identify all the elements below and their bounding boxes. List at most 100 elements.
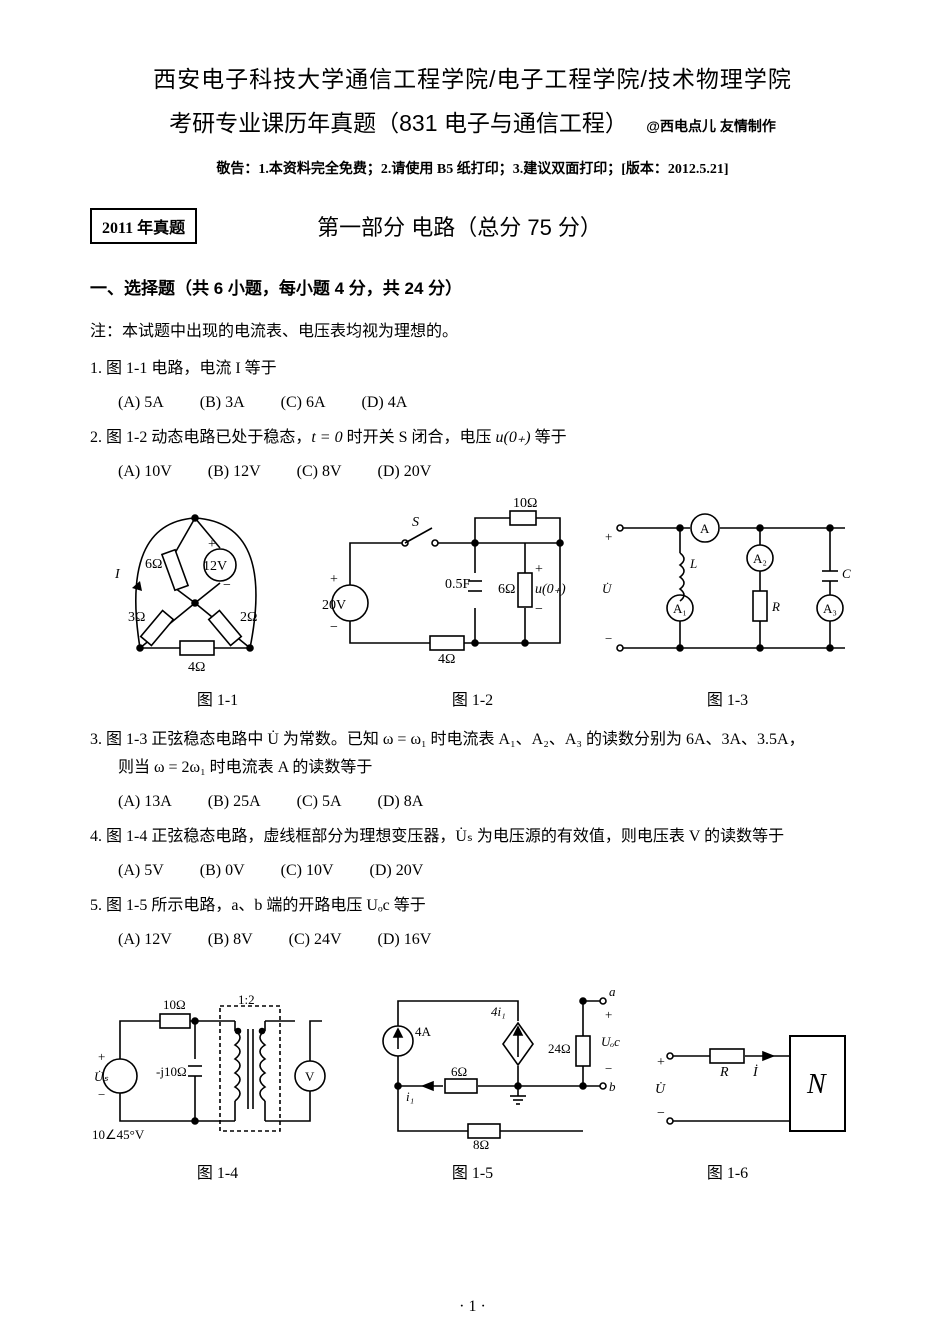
q3-opt-d: (D) 8A <box>378 793 424 811</box>
q2-text-b: 时开关 S 闭合，电压 <box>343 429 496 446</box>
header-line2: 考研专业课历年真题（831 电子与通信工程） @西电点儿 友情制作 <box>90 104 855 138</box>
q4-opt-a: (A) 5V <box>118 862 164 880</box>
fig13-A3: A₃ <box>823 601 837 616</box>
svg-text:−: − <box>98 1087 105 1102</box>
svg-text:+: + <box>98 1049 105 1064</box>
fig13-L: L <box>689 556 697 571</box>
q1-text: 1. 图 1-1 电路，电流 I 等于 <box>90 360 277 377</box>
q2-text-a: 2. 图 1-2 动态电路已处于稳态， <box>90 429 311 446</box>
svg-text:+: + <box>605 529 612 544</box>
svg-text:−: − <box>223 578 231 593</box>
fig11-r4: 4Ω <box>188 660 205 675</box>
fig13-A2: A₂ <box>753 551 767 566</box>
fig11-v12: 12V <box>203 559 227 574</box>
svg-text:−: − <box>330 620 338 635</box>
fig16-R: R <box>719 1065 729 1080</box>
svg-text:−: − <box>605 631 612 646</box>
q1-opt-d: (D) 4A <box>362 394 408 412</box>
header-line1: 西安电子科技大学通信工程学院/电子工程学院/技术物理学院 <box>90 60 855 94</box>
fig16-N: N <box>806 1069 827 1100</box>
q2-options: (A) 10V (B) 12V (C) 8V (D) 20V <box>118 463 855 481</box>
svg-text:−: − <box>605 1061 612 1076</box>
figure-1-4: 10Ω -j10Ω 1:2 + U̇ₛ − 10∠45°V V <box>90 981 340 1151</box>
fig14-src: 10∠45°V <box>92 1127 145 1142</box>
page-number: · 1 · <box>0 1298 945 1316</box>
q2-opt-a: (A) 10V <box>118 463 172 481</box>
svg-text:+: + <box>535 562 543 577</box>
q1-opt-c: (C) 6A <box>281 394 326 412</box>
svg-text:+: + <box>605 1007 612 1022</box>
fig13-R: R <box>771 599 780 614</box>
svg-text:−: − <box>535 602 543 617</box>
fig15-ccvs: 4i₁ <box>491 1004 506 1019</box>
q1-opt-a: (A) 5A <box>118 394 164 412</box>
fig14-us: U̇ₛ <box>94 1069 108 1084</box>
fig14-V: V <box>305 1069 315 1084</box>
q3-opt-b: (B) 25A <box>208 793 261 811</box>
fig-caps-2: 图 1-4 图 1-5 图 1-6 <box>90 1159 855 1183</box>
fig14-r10: 10Ω <box>163 997 186 1012</box>
year-box: 2011 年真题 <box>90 208 197 244</box>
q5-opt-a: (A) 12V <box>118 931 172 949</box>
fig12-r4: 4Ω <box>438 652 455 667</box>
part-title: 第一部分 电路（总分 75 分） <box>317 210 602 242</box>
cap-1-3: 图 1-3 <box>600 686 855 710</box>
q3-opt-a: (A) 13A <box>118 793 172 811</box>
fig15-r6: 6Ω <box>451 1064 467 1079</box>
q4-options: (A) 5V (B) 0V (C) 10V (D) 20V <box>118 862 855 880</box>
q3-text-a: 3. 图 1-3 正弦稳态电路中 U̇ 为常数。已知 ω = ω₁ 时电流表 A… <box>90 731 805 748</box>
q2-u0: u(0₊) <box>496 429 531 446</box>
question-2: 2. 图 1-2 动态电路已处于稳态，t = 0 时开关 S 闭合，电压 u(0… <box>90 424 855 453</box>
section-1-heading: 一、选择题（共 6 小题，每小题 4 分，共 24 分） <box>90 274 855 299</box>
fig15-i1: i₁ <box>406 1089 414 1104</box>
q2-opt-d: (D) 20V <box>378 463 432 481</box>
fig12-r6: 6Ω <box>498 582 515 597</box>
fig16-I: İ <box>752 1064 759 1080</box>
q5-opt-b: (B) 8V <box>208 931 253 949</box>
fig11-r2: 2Ω <box>240 610 257 625</box>
fig12-u0: u(0₊) <box>535 582 566 597</box>
q1-options: (A) 5A (B) 3A (C) 6A (D) 4A <box>118 394 855 412</box>
fig12-r10: 10Ω <box>513 496 537 511</box>
q3-opt-c: (C) 5A <box>297 793 342 811</box>
svg-text:+: + <box>330 572 338 587</box>
svg-text:+: + <box>657 1055 665 1070</box>
q2-opt-c: (C) 8V <box>297 463 342 481</box>
fig14-j10: -j10Ω <box>156 1064 187 1079</box>
figure-1-5: 4A 4i₁ 6Ω 8Ω 24Ω i₁ a b + Uₒc − <box>373 961 623 1151</box>
figure-1-3: A A₁ A₂ A₃ L R C + U̇ − <box>600 493 855 678</box>
fig12-vs: 20V <box>322 598 346 613</box>
q5-opt-d: (D) 16V <box>378 931 432 949</box>
svg-text:−: − <box>657 1106 665 1121</box>
fig15-4a: 4A <box>415 1024 432 1039</box>
svg-text:+: + <box>208 537 216 552</box>
q3-text-b: 则当 ω = 2ω₁ 时电流表 A 的读数等于 <box>118 759 372 776</box>
cap-1-4: 图 1-4 <box>90 1159 345 1183</box>
q2-t0: t = 0 <box>311 429 342 446</box>
ideal-note: 注：本试题中出现的电流表、电压表均视为理想的。 <box>90 317 855 341</box>
question-5: 5. 图 1-5 所示电路，a、b 端的开路电压 Uₒc 等于 <box>90 892 855 921</box>
question-1: 1. 图 1-1 电路，电流 I 等于 <box>90 355 855 384</box>
fig13-A1: A₁ <box>673 601 687 616</box>
fig13-U: U̇ <box>602 581 613 596</box>
fig13-A: A <box>700 521 710 536</box>
q4-opt-d: (D) 20V <box>370 862 424 880</box>
fig15-r24: 24Ω <box>548 1041 571 1056</box>
fig15-r8: 8Ω <box>473 1137 489 1151</box>
fig14-ratio: 1:2 <box>238 992 255 1007</box>
figure-row-2: 10Ω -j10Ω 1:2 + U̇ₛ − 10∠45°V V <box>90 961 855 1151</box>
question-4: 4. 图 1-4 正弦稳态电路，虚线框部分为理想变压器，U̇ₛ 为电压源的有效值… <box>90 823 855 852</box>
fig11-r6: 6Ω <box>145 557 162 572</box>
course-title: 考研专业课历年真题（831 电子与通信工程） <box>169 110 628 136</box>
figure-1-1: I 6Ω + 12V − 3Ω 2Ω 4Ω <box>90 493 300 678</box>
q5-opt-c: (C) 24V <box>289 931 342 949</box>
figure-row-1: I 6Ω + 12V − 3Ω 2Ω 4Ω <box>90 493 855 678</box>
cap-1-1: 图 1-1 <box>90 686 345 710</box>
cap-1-2: 图 1-2 <box>345 686 600 710</box>
fig13-C: C <box>842 566 851 581</box>
cap-1-5: 图 1-5 <box>345 1159 600 1183</box>
q4-opt-c: (C) 10V <box>281 862 334 880</box>
question-3: 3. 图 1-3 正弦稳态电路中 U̇ 为常数。已知 ω = ω₁ 时电流表 A… <box>90 726 855 784</box>
figure-1-6: R İ + U̇ − N <box>655 1021 855 1151</box>
cap-1-6: 图 1-6 <box>600 1159 855 1183</box>
